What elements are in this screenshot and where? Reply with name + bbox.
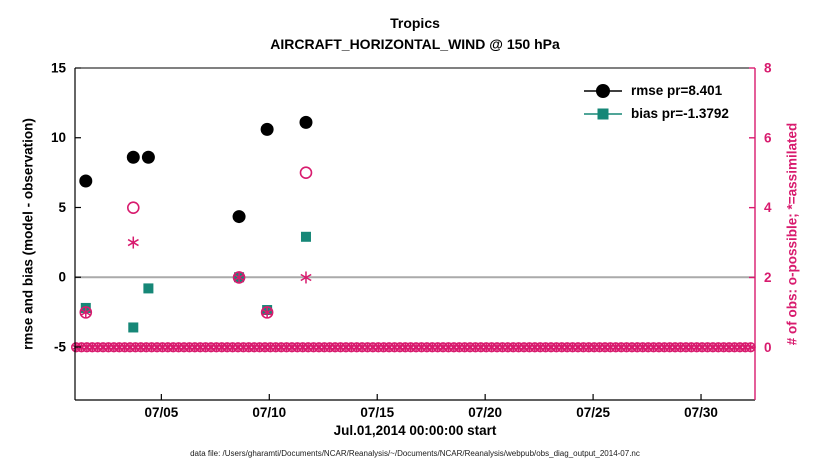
legend-label-rmse: rmse pr=8.401 (631, 83, 723, 98)
legend-label-bias: bias pr=-1.3792 (631, 106, 729, 121)
right-y-tick-label: 6 (764, 130, 772, 145)
rmse-legend-marker-icon (584, 83, 622, 98)
legend-item-rmse: rmse pr=8.401 (582, 79, 729, 102)
left-y-tick-label: 10 (51, 130, 66, 145)
assimilated-obs-series (80, 236, 312, 319)
x-tick-label: 07/20 (468, 405, 502, 420)
left-y-axis-label: rmse and bias (model - observation) (20, 118, 36, 350)
legend-item-bias: bias pr=-1.3792 (582, 102, 729, 125)
bias-legend-marker-icon (584, 108, 622, 119)
x-axis-label: Jul.01,2014 00:00:00 start (333, 423, 497, 438)
left-y-tick-label: 15 (51, 61, 67, 76)
bias-series (80, 231, 311, 333)
zero-obs-row (70, 342, 756, 353)
x-tick-label: 07/25 (576, 405, 610, 420)
right-y-tick-label: 4 (764, 200, 772, 215)
right-y-tick-label: 8 (764, 61, 772, 76)
left-y-tick-label: -5 (54, 339, 66, 354)
x-tick-label: 07/30 (684, 405, 718, 420)
right-y-tick-label: 0 (764, 340, 772, 355)
chart-title-region: Tropics (390, 15, 440, 31)
possible-obs-series (79, 166, 313, 319)
axes: 15 10 5 0 -5 8 6 4 2 0 07/05 07/10 07/15 07/20 07/25 07… (51, 61, 772, 421)
x-tick-label: 07/10 (252, 405, 286, 420)
x-tick-label: 07/05 (144, 405, 178, 420)
x-tick-label: 07/15 (360, 405, 394, 420)
left-y-tick-label: 5 (58, 200, 66, 215)
chart-title-variable: AIRCRAFT_HORIZONTAL_WIND @ 150 hPa (270, 36, 560, 52)
legend: rmse pr=8.401 bias pr=-1.3792 (582, 79, 729, 125)
rmse-series (79, 115, 313, 224)
data-file-path: data file: /Users/gharamti/Documents/NCA… (190, 449, 640, 458)
right-y-tick-label: 2 (764, 270, 772, 285)
left-y-tick-label: 0 (58, 270, 66, 285)
right-y-axis-label: # of obs: o-possible; *=assimilated (784, 122, 800, 346)
